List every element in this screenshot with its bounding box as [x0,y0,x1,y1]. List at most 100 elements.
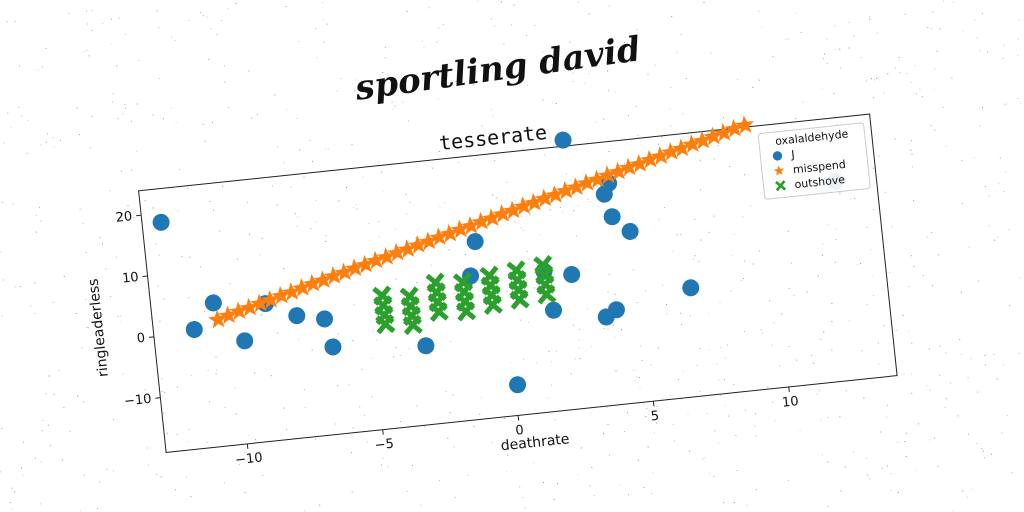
x-tick-label: −5 [374,437,395,454]
misspend-point [418,231,438,251]
misspend-point [302,273,322,293]
misspend-point [271,285,291,305]
misspend-point [366,250,386,270]
y-tick [142,275,148,278]
legend-entry-outshove: outshove [775,173,846,192]
misspend-point [281,282,301,301]
J-point [682,279,700,297]
misspend-point [355,254,375,274]
misspend-point [608,161,628,181]
misspend-point [323,266,343,285]
plot-area [138,113,898,453]
outshove-point [509,289,530,310]
misspend-point [471,211,491,231]
J-point [204,294,222,312]
J-point [603,208,621,226]
misspend-point [587,169,607,189]
misspend-point [439,223,459,243]
misspend-point [629,154,649,173]
misspend-point [292,278,312,297]
J-point [545,301,563,319]
misspend-point [640,149,660,169]
misspend-point [524,192,544,212]
misspend-point [545,185,565,204]
J-point [288,307,306,325]
misspend-point [576,173,596,192]
x-tick-label: 0 [515,423,525,439]
J-point [316,310,334,328]
misspend-point [703,126,723,146]
legend-entry-J: J [772,148,796,161]
misspend-point [429,227,449,247]
misspend-point [650,146,670,165]
misspend-point [260,290,280,309]
series-outshove [372,255,557,336]
x-tick [517,415,520,421]
x-tick [246,443,249,449]
J-point [607,301,625,319]
misspend-point [682,134,702,154]
outshove-point [482,294,503,316]
misspend-point [313,270,333,289]
y-tick-label: 20 [115,209,133,226]
J-point [152,213,170,231]
misspend-point [397,239,417,258]
misspend-point [387,242,407,262]
misspend-point [714,123,733,142]
legend-label: J [790,148,796,161]
outshove-point [536,284,557,305]
x-tick-label: 10 [781,394,799,411]
x-axis-label: deathrate [500,431,570,454]
J-point [563,265,581,283]
misspend-point [555,180,575,200]
misspend-point [598,165,617,185]
J-point [554,131,572,149]
y-tick-label: 10 [121,270,139,287]
J-point [324,338,342,356]
y-tick [136,214,142,217]
misspend-point [334,262,354,282]
misspend-point [492,204,512,223]
series-misspend [208,115,755,329]
legend-entry-misspend: misspend [773,158,846,176]
outshove-point [455,301,477,322]
x-tick [382,429,384,435]
legend-label: misspend [792,158,846,176]
legend-marker [775,180,787,192]
misspend-point [461,216,480,235]
J-point [466,233,484,251]
misspend-point [239,297,259,317]
misspend-point [250,293,270,313]
J-point [185,321,203,339]
y-axis: −10 0 10 20 [115,209,161,410]
series-layer [152,115,845,394]
misspend-point [534,188,554,208]
outshove-point [428,301,449,322]
misspend-point [408,235,428,254]
misspend-point [513,196,533,216]
misspend-point [376,247,396,266]
x-axis: −10 −5 0 5 10 [235,386,799,468]
misspend-point [692,130,712,150]
misspend-point [619,157,639,177]
misspend-point [345,258,364,278]
x-tick-label: −10 [235,450,264,468]
misspend-point [450,219,470,239]
misspend-point [208,309,227,329]
J-point [509,376,527,394]
misspend-point [671,138,691,158]
misspend-point [503,200,523,220]
x-tick-label: 5 [650,409,660,425]
misspend-point [218,305,238,325]
y-tick-label: −10 [123,392,152,410]
J-point [236,332,254,350]
misspend-point [482,208,502,227]
misspend-point [566,177,586,196]
y-tick [155,397,161,399]
y-axis-label: ringleaderless [86,278,112,378]
misspend-point [724,118,744,138]
chart-heading: sportling david [352,29,644,109]
outshove-point [402,314,423,336]
